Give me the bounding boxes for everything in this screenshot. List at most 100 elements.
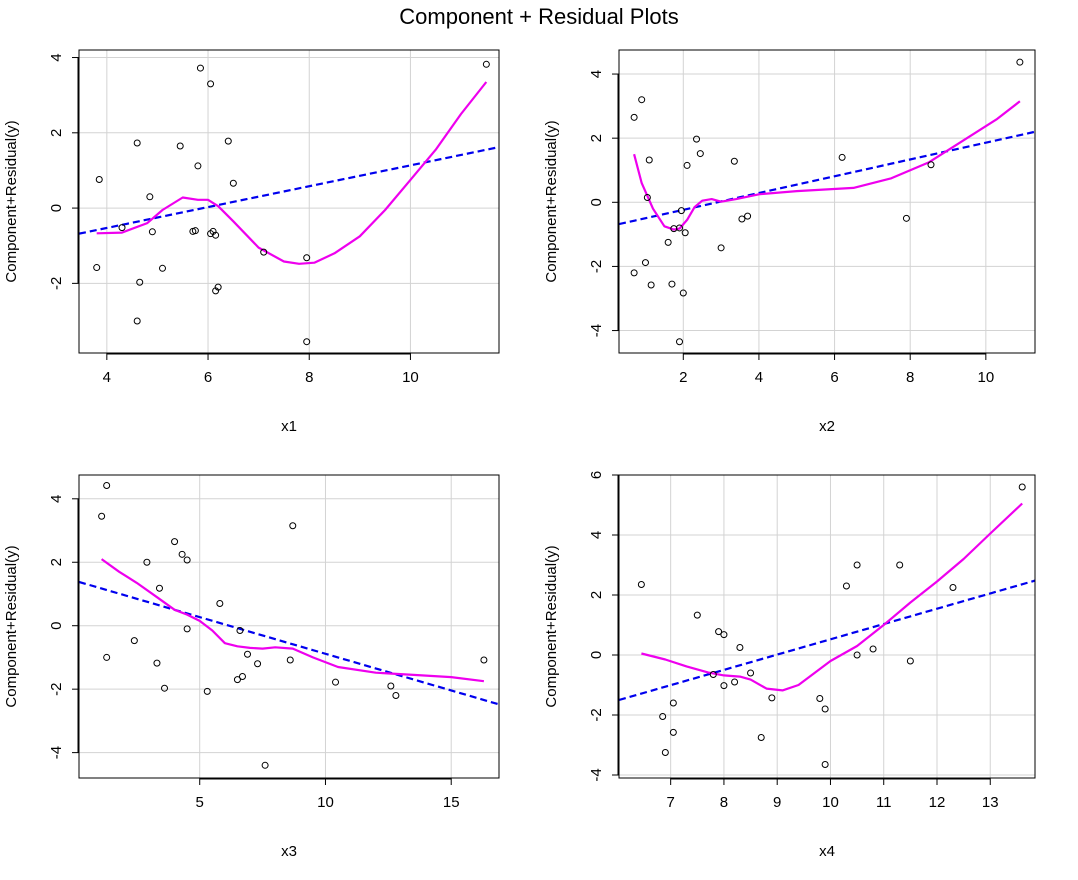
y-axis-label: Component+Residual(y) [3,545,20,707]
data-point [214,283,222,291]
data-point [480,656,488,664]
data-point [747,669,755,677]
data-point [816,695,824,702]
plot-frame [78,474,500,779]
data-point [647,281,655,289]
data-point [661,749,669,756]
data-point [709,671,717,678]
y-tick-label: 2 [48,558,65,566]
data-point [736,644,744,651]
x-tick-label: 6 [830,369,838,386]
data-point [949,584,957,591]
y-tick-label: 4 [48,53,65,61]
x-tick-label: 10 [822,794,839,811]
data-point [148,228,156,236]
data-point [838,153,846,161]
data-point [738,215,746,223]
y-tick-label: -4 [48,746,65,759]
x-axis-label: x4 [819,843,835,860]
data-point [676,338,684,346]
data-point [133,317,141,325]
data-point [731,678,739,686]
data-point [133,139,141,147]
data-point [768,694,776,702]
data-point [103,653,111,661]
data-point [171,538,179,546]
plot-frame [618,474,1036,779]
data-point [668,280,676,288]
fit-line [79,580,499,706]
y-tick-label: 0 [48,622,65,630]
x-tick-label: 8 [720,794,728,811]
x-tick-label: 8 [906,369,914,386]
data-point [260,248,268,256]
x-tick-label: 4 [755,369,763,386]
data-point [332,678,340,686]
data-point [176,142,184,150]
x-tick-label: 7 [666,794,674,811]
data-point [203,687,211,695]
data-point [1016,58,1024,66]
data-point [659,713,667,720]
data-point [869,645,877,653]
panel-3: 5 10 15 -4 -2 0 2 4 x3 Component+Residual(y) [3,474,500,860]
y-tick-label: 0 [588,198,605,206]
data-point [927,161,935,169]
data-point [136,278,144,286]
data-point [744,212,752,220]
data-point [254,660,262,668]
x-tick-label: 5 [196,794,204,811]
data-point [392,692,400,700]
data-point [679,289,687,297]
data-point [103,481,111,489]
data-point [676,224,684,232]
data-point [224,137,232,145]
panel-4: 7 8 9 10 11 12 13 -4 -2 0 2 4 6 x4 Component+Residual(… [543,471,1036,860]
data-point [677,207,685,215]
data-point [178,550,186,558]
data-point [482,60,490,68]
data-point [303,254,311,262]
figure-title: Component + Residual Plots [399,4,679,29]
data-point [303,338,311,346]
data-point [906,657,914,665]
y-tick-label: 2 [588,591,605,599]
smooth-line [100,558,485,683]
data-point [183,556,191,564]
data-point [286,656,294,664]
data-point [720,682,728,690]
x-tick-label: 4 [103,369,111,386]
data-point [683,161,691,169]
data-point [643,193,651,201]
data-point [153,659,161,667]
y-tick-label: 0 [48,204,65,212]
x-tick-label: 12 [929,794,946,811]
y-tick-label: 4 [48,495,65,503]
data-point [93,264,101,272]
x-axis-label: x3 [281,843,297,860]
plot-frame [618,49,1036,354]
data-point [229,179,237,187]
y-tick-label: -2 [48,682,65,695]
y-tick-label: -2 [588,708,605,721]
y-tick-label: 2 [588,134,605,142]
plot-frame [78,49,500,354]
data-point [821,705,829,713]
y-tick-label: 6 [588,471,605,479]
x-tick-label: 9 [773,794,781,811]
x-tick-label: 11 [876,794,892,811]
y-axis-label: Component+Residual(y) [543,545,560,707]
data-point [664,238,672,246]
data-point [645,156,653,164]
y-tick-label: 0 [588,651,605,659]
data-point [387,682,395,690]
data-point [902,214,910,222]
data-point [757,734,765,741]
data-point [730,157,738,165]
data-point [143,558,151,566]
data-point [638,96,646,104]
x-tick-label: 8 [305,369,313,386]
data-point [637,581,645,588]
